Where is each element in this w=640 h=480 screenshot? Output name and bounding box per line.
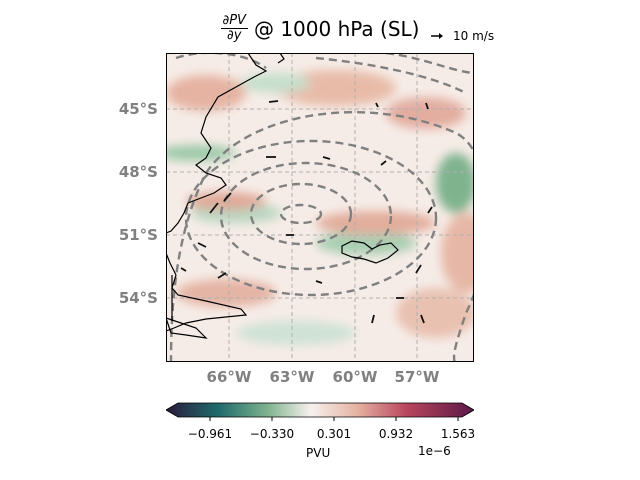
lon-label-66w: 66°W	[206, 368, 252, 386]
plot-title: ∂PV ∂y @ 1000 hPa (SL)	[0, 14, 640, 43]
lat-label-45s: 45°S	[118, 100, 158, 118]
lon-label-57w: 57°W	[394, 368, 440, 386]
title-denominator: ∂y	[227, 28, 242, 43]
colorbar-tick-label: 1.563	[440, 427, 476, 441]
colorbar-multiplier: 1e−6	[418, 444, 451, 458]
lat-label-48s: 48°S	[118, 163, 158, 181]
colorbar-tick-label: −0.330	[249, 427, 295, 441]
colorbar-tick-label: 0.932	[378, 427, 414, 441]
title-numerator: ∂PV	[220, 13, 248, 29]
map-frame	[166, 53, 474, 362]
coastlines	[166, 53, 399, 339]
colorbar-bar	[166, 402, 474, 418]
wind-vectors	[180, 100, 433, 324]
lon-label-60w: 60°W	[332, 368, 378, 386]
title-fraction: ∂PV ∂y	[220, 13, 248, 43]
colorbar-ticks	[209, 417, 459, 421]
colorbar-tick-label: −0.961	[187, 427, 233, 441]
pressure-contours	[169, 53, 474, 362]
colorbar-unit: PVU	[306, 446, 331, 460]
lat-label-54s: 54°S	[118, 289, 158, 307]
colorbar-tick-label: 0.301	[316, 427, 352, 441]
quiver-key-label: 10 m/s	[453, 29, 495, 43]
quiver-key-arrow	[431, 33, 443, 39]
map-panel	[166, 53, 474, 362]
lat-label-51s: 51°S	[118, 226, 158, 244]
lon-label-63w: 63°W	[269, 368, 315, 386]
colorbar	[166, 402, 474, 421]
title-text: @ 1000 hPa (SL)	[253, 16, 420, 41]
gridlines	[166, 53, 474, 362]
